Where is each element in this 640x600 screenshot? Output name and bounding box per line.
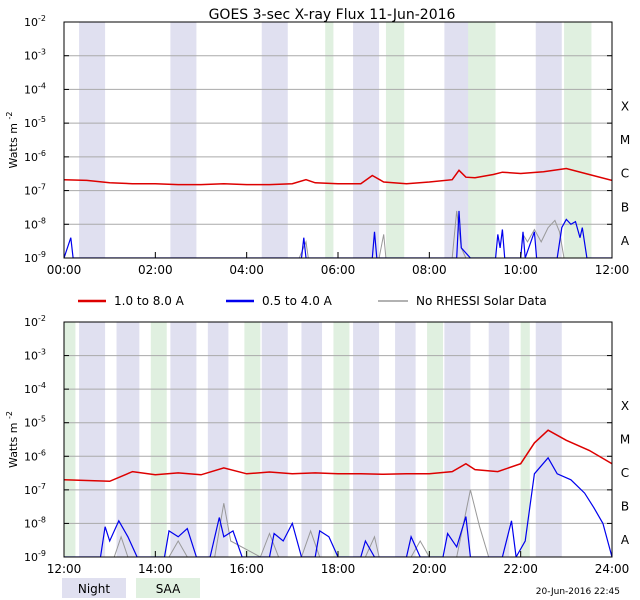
- series-long: [64, 429, 612, 483]
- night-band: [353, 322, 380, 557]
- legend-item: 1.0 to 8.0 A: [78, 294, 185, 308]
- y-tick-label: 10-5: [24, 415, 46, 430]
- shade-swatch: [136, 578, 200, 598]
- x-tick-label: 20:00: [412, 562, 447, 576]
- y-tick-label: 10-9: [24, 549, 46, 564]
- shade-legend: Night SAA: [62, 578, 200, 598]
- series-short: [64, 456, 612, 557]
- plot-frame: [63, 21, 613, 259]
- night-band: [535, 322, 562, 557]
- x-tick-label: 04:00: [229, 263, 264, 277]
- shade-swatch: [62, 578, 126, 598]
- saa-band: [520, 322, 530, 557]
- y-tick-label: 10-3: [24, 48, 46, 63]
- x-tick-label: 10:00: [503, 263, 538, 277]
- panel-1: 10-2 10-3 10-4 10-5 10-6 10-7 10-8 10-9 X M C B A 00:…: [5, 14, 630, 277]
- flare-class-label: X: [621, 99, 629, 113]
- flare-class-label: M: [620, 133, 630, 147]
- saa-band: [427, 322, 444, 557]
- flare-class-label: A: [621, 234, 630, 248]
- y-tick-label: 10-3: [24, 348, 46, 363]
- legend-label: 1.0 to 8.0 A: [114, 294, 185, 308]
- flare-class-label: X: [621, 399, 629, 413]
- y-tick-label: 10-7: [24, 183, 46, 198]
- saa-band: [564, 22, 592, 258]
- y-tick-label: 10-8: [24, 216, 46, 231]
- series-short: [64, 210, 612, 258]
- night-band: [79, 322, 106, 557]
- night-band: [170, 22, 197, 258]
- flare-class-label: M: [620, 433, 630, 447]
- y-axis-label: Watts m -2: [5, 112, 20, 169]
- series-long: [64, 167, 612, 186]
- legend-label: 0.5 to 4.0 A: [262, 294, 333, 308]
- y-tick-label: 10-8: [24, 515, 46, 530]
- saa-band: [333, 322, 350, 557]
- x-tick-label: 06:00: [321, 263, 356, 277]
- night-band: [301, 322, 323, 557]
- night-band: [395, 322, 416, 557]
- panel-2: 10-2 10-3 10-4 10-5 10-6 10-7 10-8 10-9 X M C B A 12:…: [5, 314, 630, 576]
- y-tick-label: 10-2: [24, 314, 46, 329]
- y-tick-label: 10-4: [24, 381, 46, 396]
- saa-band: [244, 322, 261, 557]
- y-axis-label: Watts m -2: [5, 411, 20, 468]
- series-rhessi: [64, 489, 490, 557]
- x-tick-label: 18:00: [321, 562, 356, 576]
- night-band: [116, 322, 140, 557]
- saa-band: [150, 322, 167, 557]
- flare-class-label: A: [621, 533, 630, 547]
- night-band: [535, 22, 562, 258]
- x-tick-label: 16:00: [229, 562, 264, 576]
- night-band: [444, 22, 471, 258]
- y-tick-label: 10-6: [24, 149, 46, 164]
- legend-label: No RHESSI Solar Data: [416, 294, 547, 308]
- night-band: [79, 22, 106, 258]
- night-band: [488, 322, 510, 557]
- flare-class-label: C: [621, 167, 629, 181]
- shade-label: Night: [78, 582, 111, 596]
- legend-item: No RHESSI Solar Data: [378, 294, 547, 308]
- saa-band: [468, 22, 496, 258]
- y-tick-label: 10-4: [24, 81, 46, 96]
- night-band: [207, 322, 229, 557]
- x-tick-label: 12:00: [595, 263, 630, 277]
- x-tick-label: 00:00: [47, 263, 82, 277]
- footer-timestamp: 20-Jun-2016 22:45: [536, 587, 620, 597]
- night-band: [261, 22, 288, 258]
- night-band: [261, 322, 288, 557]
- saa-band: [325, 22, 334, 258]
- x-tick-label: 02:00: [138, 263, 173, 277]
- x-tick-label: 22:00: [503, 562, 538, 576]
- x-tick-label: 12:00: [47, 562, 82, 576]
- shade-legend-item: Night: [62, 578, 126, 598]
- series-rhessi: [298, 210, 565, 258]
- y-tick-label: 10-6: [24, 448, 46, 463]
- night-band: [170, 322, 197, 557]
- y-tick-label: 10-2: [24, 14, 46, 29]
- flare-class-label: B: [621, 200, 629, 214]
- legend: 1.0 to 8.0 A 0.5 to 4.0 A No RHESSI Solar …: [78, 294, 547, 308]
- flare-class-label: C: [621, 466, 629, 480]
- night-band: [353, 22, 380, 258]
- shade-label: SAA: [156, 582, 181, 596]
- flare-class-label: B: [621, 500, 629, 514]
- x-tick-label: 14:00: [138, 562, 173, 576]
- legend-item: 0.5 to 4.0 A: [226, 294, 333, 308]
- x-tick-label: 24:00: [595, 562, 630, 576]
- saa-band: [385, 22, 405, 258]
- y-tick-label: 10-9: [24, 250, 46, 265]
- chart-title: GOES 3-sec X-ray Flux 11-Jun-2016: [209, 7, 456, 23]
- y-tick-label: 10-5: [24, 115, 46, 130]
- y-tick-label: 10-7: [24, 482, 46, 497]
- saa-band: [64, 322, 76, 557]
- shade-legend-item: SAA: [136, 578, 200, 598]
- x-tick-label: 08:00: [412, 263, 447, 277]
